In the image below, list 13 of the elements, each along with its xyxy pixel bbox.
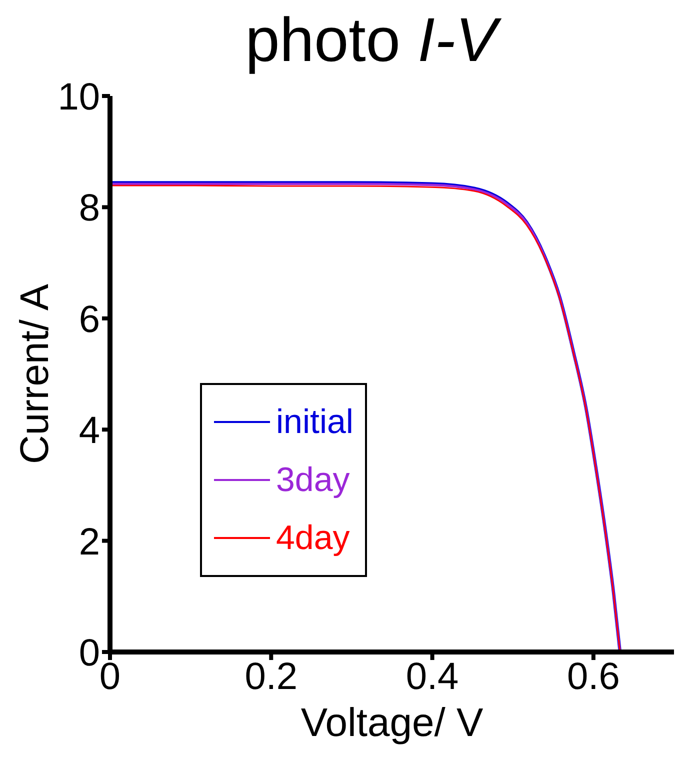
legend-label: 3day: [276, 460, 350, 500]
x-tick-label: 0.2: [244, 656, 298, 698]
y-tick-label: 8: [78, 188, 100, 230]
x-axis-title: Voltage/ V: [300, 701, 484, 745]
y-tick-label: 6: [78, 298, 100, 341]
x-tick-label: 0.6: [567, 656, 620, 698]
legend-label: 4day: [276, 518, 350, 558]
legend-label: initial: [276, 402, 354, 442]
y-axis-title: Current/ A: [13, 284, 58, 464]
x-tick-label: 0.4: [406, 656, 459, 698]
y-tick-label: 4: [78, 410, 100, 452]
y-tick-label: 2: [78, 521, 100, 564]
y-tick-label: 10: [58, 76, 100, 118]
